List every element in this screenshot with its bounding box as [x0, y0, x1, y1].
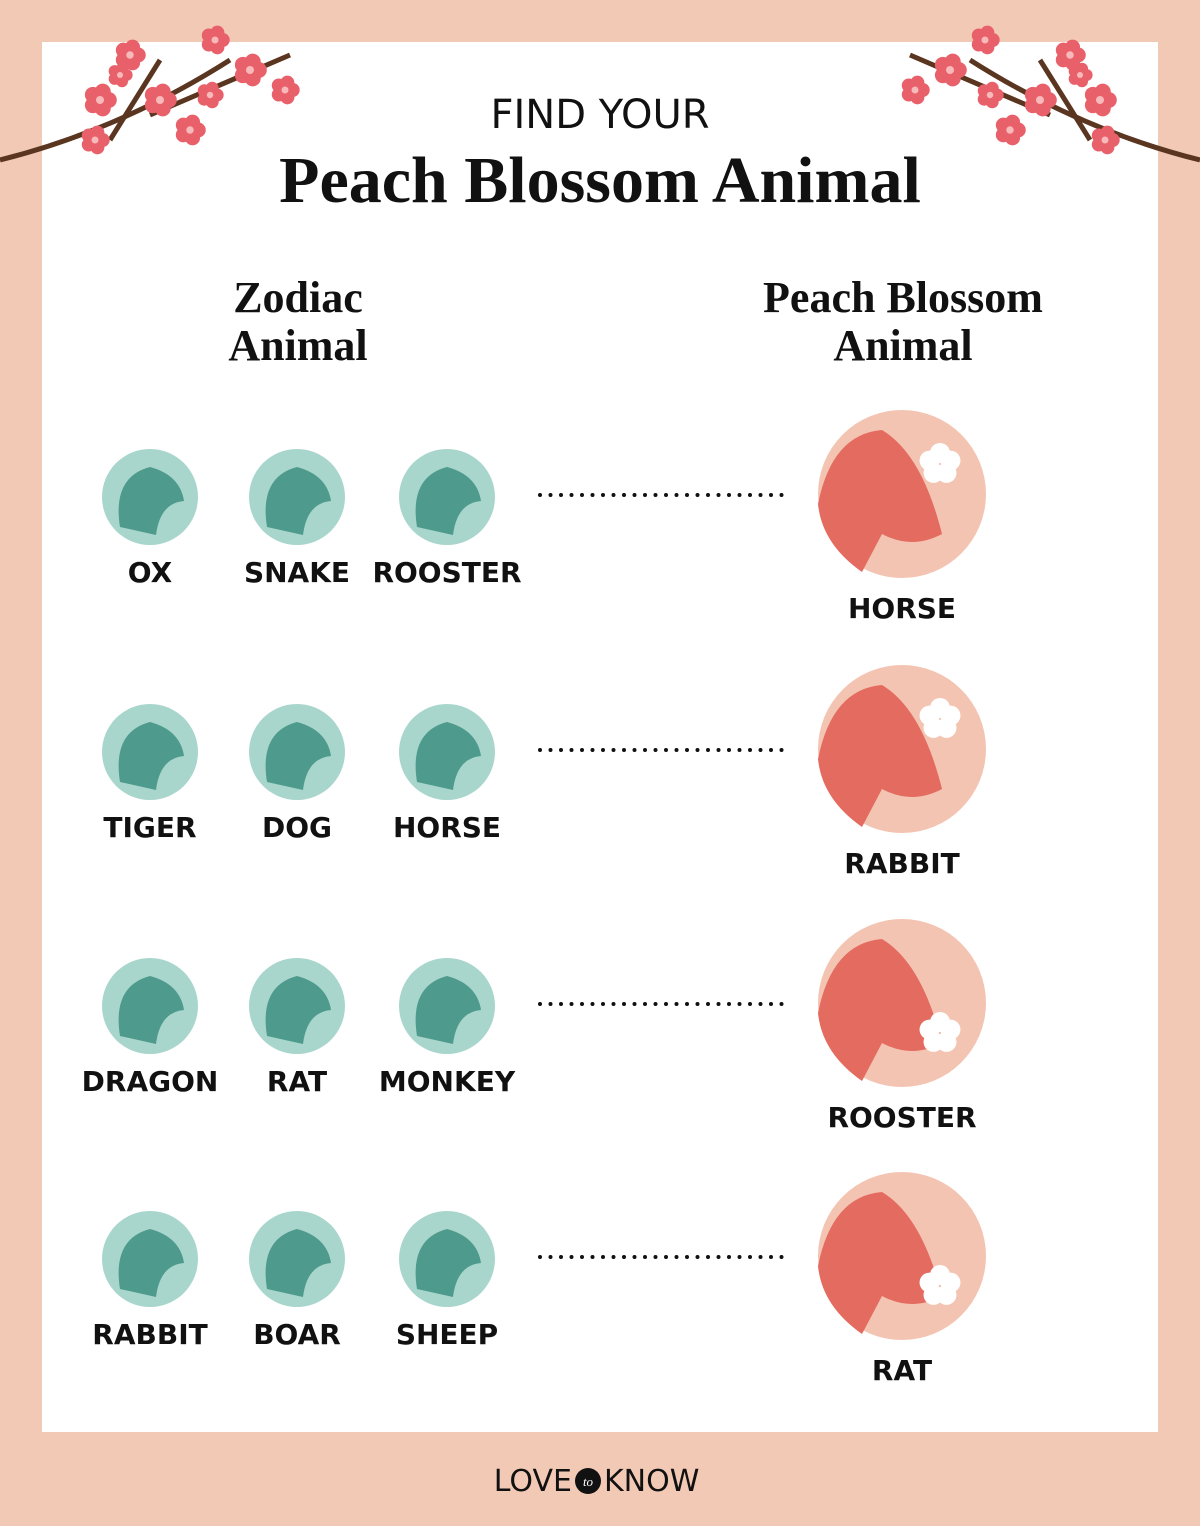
- peach-label: HORSE: [848, 592, 956, 625]
- flower-center: [117, 72, 123, 78]
- flower-center: [911, 86, 919, 94]
- zodiac-silhouette: [265, 467, 331, 535]
- title: Peach Blossom Animal: [279, 144, 921, 217]
- brand: to: [583, 1474, 594, 1489]
- zodiac-label: DRAGON: [82, 1065, 219, 1098]
- flower-center: [211, 36, 219, 44]
- flower-center: [1036, 96, 1044, 104]
- zodiac-silhouette: [118, 722, 184, 790]
- petal: [980, 25, 995, 40]
- petal: [154, 83, 171, 100]
- zodiac-label: RAT: [267, 1065, 327, 1098]
- flower-center: [156, 96, 164, 104]
- zodiac-silhouette: [415, 722, 481, 790]
- blossom-petal: [919, 1019, 940, 1040]
- blossom-branches: [0, 25, 1200, 163]
- zodiac-label: SHEEP: [396, 1318, 498, 1351]
- column-heading: Zodiac: [233, 273, 363, 322]
- flower-center: [1101, 136, 1109, 144]
- zodiac-label: DOG: [262, 811, 332, 844]
- brand: LOVE: [494, 1464, 572, 1499]
- column-heading: Animal: [228, 321, 367, 370]
- petal: [985, 81, 999, 95]
- peach-label: ROOSTER: [827, 1101, 976, 1134]
- zodiac-label: ROOSTER: [372, 556, 521, 589]
- kicker: FIND YOUR: [490, 92, 709, 138]
- flower-center: [126, 51, 134, 59]
- zodiac-label: HORSE: [393, 811, 501, 844]
- petal: [1076, 62, 1089, 75]
- flower-center: [946, 66, 954, 74]
- brand-badge: [575, 1468, 601, 1494]
- petal: [210, 25, 225, 40]
- zodiac-label: TIGER: [103, 811, 196, 844]
- blossom-petal: [919, 1272, 940, 1293]
- petal: [205, 81, 219, 95]
- zodiac-label: RABBIT: [92, 1318, 207, 1351]
- flower-center: [246, 66, 254, 74]
- petal: [185, 114, 201, 130]
- petal: [125, 39, 141, 55]
- petal: [944, 53, 961, 70]
- zodiac-silhouette: [415, 1229, 481, 1297]
- blossom-petal: [919, 450, 940, 471]
- blossom-petal: [919, 705, 940, 726]
- zodiac-silhouette: [415, 976, 481, 1044]
- flower-center: [206, 91, 214, 99]
- petal: [1100, 125, 1115, 140]
- zodiac-silhouette: [118, 1229, 184, 1297]
- petal: [90, 125, 105, 140]
- flower-center: [96, 96, 104, 104]
- petal: [1065, 39, 1081, 55]
- column-heading: Peach Blossom: [763, 273, 1043, 322]
- flower-center: [1006, 126, 1014, 134]
- panel: [42, 42, 1158, 1432]
- flower-center: [986, 91, 994, 99]
- flower-center: [91, 136, 99, 144]
- zodiac-silhouette: [265, 976, 331, 1044]
- petal: [910, 75, 925, 90]
- peach-silhouette: [818, 430, 942, 572]
- petal: [94, 83, 111, 100]
- peach-silhouette: [818, 685, 942, 827]
- flower-center: [981, 36, 989, 44]
- column-heading: Animal: [833, 321, 972, 370]
- petal: [1005, 114, 1021, 130]
- zodiac-silhouette: [265, 722, 331, 790]
- zodiac-silhouette: [118, 976, 184, 1044]
- zodiac-silhouette: [415, 467, 481, 535]
- zodiac-label: BOAR: [253, 1318, 341, 1351]
- flower-center: [186, 126, 194, 134]
- zodiac-label: MONKEY: [379, 1065, 516, 1098]
- petal: [1034, 83, 1051, 100]
- zodiac-label: SNAKE: [244, 556, 350, 589]
- peach-silhouette: [818, 1192, 942, 1334]
- zodiac-label: OX: [128, 556, 173, 589]
- zodiac-silhouette: [118, 467, 184, 535]
- peach-label: RABBIT: [844, 847, 959, 880]
- peach-silhouette: [818, 939, 942, 1081]
- brand: KNOW: [604, 1464, 699, 1499]
- peach-label: RAT: [872, 1354, 932, 1387]
- zodiac-silhouette: [265, 1229, 331, 1297]
- flower-center: [1066, 51, 1074, 59]
- flower-center: [281, 86, 289, 94]
- petal: [280, 75, 295, 90]
- petal: [244, 53, 261, 70]
- petal: [1094, 83, 1111, 100]
- flower-center: [1096, 96, 1104, 104]
- flower-center: [1077, 72, 1083, 78]
- footer: LOVE to KNOW: [494, 1464, 700, 1499]
- petal: [116, 62, 129, 75]
